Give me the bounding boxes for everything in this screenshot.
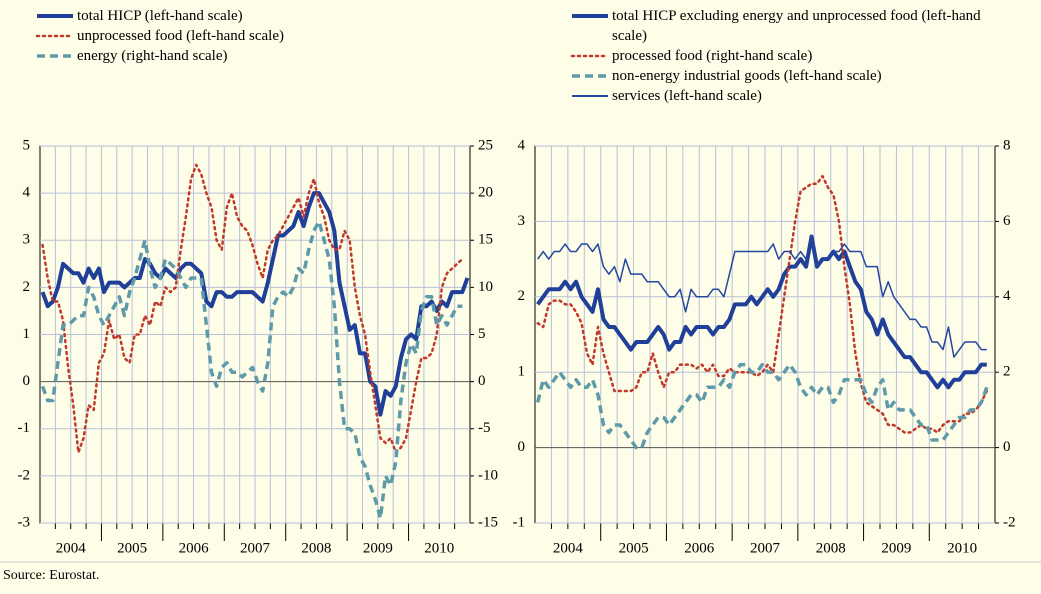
legend-label: total HICP (left-hand scale) xyxy=(77,8,243,24)
y2-tick-label: 10 xyxy=(478,279,493,295)
series-line xyxy=(536,234,987,390)
x-tick-label: 2008 xyxy=(301,540,331,556)
x-tick-label: 2004 xyxy=(56,540,87,556)
legend-swatch xyxy=(37,14,73,18)
y-tick-label: 5 xyxy=(23,137,31,153)
y2-tick-label: 15 xyxy=(478,232,493,248)
legend-item: total HICP excluding energy and unproces… xyxy=(570,6,990,46)
y-tick-label: 1 xyxy=(518,364,526,380)
legend-swatch xyxy=(572,74,608,78)
legend-label: energy (right-hand scale) xyxy=(77,48,228,64)
y2-tick-label: -10 xyxy=(478,467,498,483)
y-tick-label: 4 xyxy=(518,137,526,153)
source: Source: Eurostat. xyxy=(3,568,100,583)
y2-tick-label: 2 xyxy=(1003,364,1011,380)
series-line xyxy=(536,174,989,434)
y2-tick-label: -5 xyxy=(478,420,491,436)
legend-item: total HICP (left-hand scale) xyxy=(35,6,455,26)
legend-label: non-energy industrial goods (left-hand s… xyxy=(612,68,882,84)
y-tick-label: 2 xyxy=(23,279,31,295)
y-tick-label: 2 xyxy=(518,288,526,304)
x-tick-label: 2010 xyxy=(424,540,454,556)
legend-label: total HICP excluding energy and unproces… xyxy=(612,8,981,44)
y2-tick-label: 8 xyxy=(1003,137,1011,153)
y2-tick-label: 6 xyxy=(1003,213,1011,229)
y-tick-label: -2 xyxy=(18,467,31,483)
legend-item: unprocessed food (left-hand scale) xyxy=(35,26,455,46)
y2-tick-label: 5 xyxy=(478,326,486,342)
series-line xyxy=(40,191,470,417)
legend-swatch xyxy=(572,95,608,97)
legend-label: processed food (right-hand scale) xyxy=(612,48,813,64)
x-tick-label: 2009 xyxy=(363,540,393,556)
legend-item: processed food (right-hand scale) xyxy=(570,46,990,66)
x-tick-label: 2006 xyxy=(684,540,715,556)
y-tick-label: 3 xyxy=(518,213,526,229)
legend-swatch xyxy=(572,14,608,18)
series-line xyxy=(41,163,464,454)
y2-tick-label: 4 xyxy=(1003,288,1011,304)
legend: total HICP excluding energy and unproces… xyxy=(570,6,990,106)
y-tick-label: 0 xyxy=(23,373,31,389)
y-tick-label: 1 xyxy=(23,326,31,342)
legend-label: unprocessed food (left-hand scale) xyxy=(77,28,284,44)
y2-tick-label: 0 xyxy=(1003,439,1011,455)
x-tick-label: 2005 xyxy=(117,540,147,556)
series-line xyxy=(536,362,989,450)
legend-item: services (left-hand scale) xyxy=(570,86,990,106)
x-tick-label: 2004 xyxy=(553,540,584,556)
legend-swatch xyxy=(35,34,75,38)
y-tick-label: -1 xyxy=(18,420,31,436)
series-line xyxy=(40,219,463,521)
series-line xyxy=(537,235,987,358)
legend: total HICP (left-hand scale) unprocessed … xyxy=(35,6,455,66)
x-tick-label: 2009 xyxy=(881,540,911,556)
legend-item: energy (right-hand scale) xyxy=(35,46,455,66)
x-tick-label: 2007 xyxy=(240,540,271,556)
legend-item: non-energy industrial goods (left-hand s… xyxy=(570,66,990,86)
x-tick-label: 2005 xyxy=(619,540,649,556)
legend-swatch xyxy=(37,54,73,58)
y-tick-label: 3 xyxy=(23,232,31,248)
y2-tick-label: -15 xyxy=(478,514,498,530)
y-tick-label: 0 xyxy=(518,439,526,455)
x-tick-label: 2006 xyxy=(179,540,210,556)
x-tick-label: 2007 xyxy=(750,540,781,556)
y-tick-label: 4 xyxy=(23,185,31,201)
y2-tick-label: 0 xyxy=(478,373,486,389)
y-tick-label: -3 xyxy=(18,514,31,530)
y-tick-label: -1 xyxy=(513,514,526,530)
legend-swatch xyxy=(570,54,610,58)
y2-tick-label: 20 xyxy=(478,185,493,201)
x-tick-label: 2010 xyxy=(947,540,977,556)
x-tick-label: 2008 xyxy=(816,540,846,556)
legend-label: services (left-hand scale) xyxy=(612,88,762,104)
y2-tick-label: 25 xyxy=(478,137,493,153)
y2-tick-label: -2 xyxy=(1003,514,1016,530)
